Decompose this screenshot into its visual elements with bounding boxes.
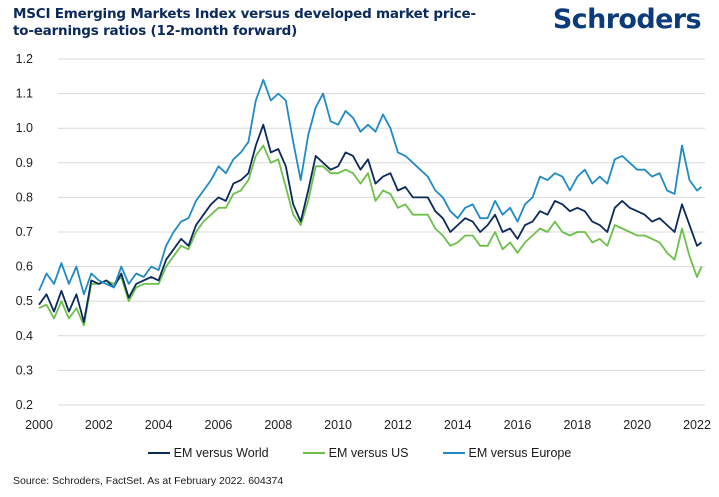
x-tick-label: 2018 — [563, 418, 591, 432]
series-lines — [38, 78, 703, 327]
chart-title: MSCI Emerging Markets Index versus devel… — [13, 6, 476, 39]
legend-label-us: EM versus US — [328, 446, 409, 460]
x-tick-label: 2006 — [205, 418, 233, 432]
y-tick-label: 0.2 — [16, 398, 33, 412]
legend-swatch-europe — [442, 452, 465, 454]
legend-item-em-versus-us: EM versus US — [302, 446, 409, 460]
y-tick-label: 1.0 — [16, 121, 33, 135]
y-tick-label: 1.1 — [16, 87, 33, 101]
x-tick-label: 2010 — [324, 418, 352, 432]
x-tick-label: 2012 — [384, 418, 412, 432]
x-tick-label: 2008 — [264, 418, 292, 432]
series-line-em-versus-europe — [38, 78, 703, 296]
series-line-em-versus-us — [38, 144, 703, 327]
x-tick-label: 2020 — [623, 418, 651, 432]
x-tick-label: 2002 — [85, 418, 113, 432]
legend-item-em-versus-world: EM versus World — [147, 446, 269, 460]
schroders-logo: Schroders — [552, 4, 702, 35]
y-tick-label: 0.9 — [16, 156, 33, 170]
legend-swatch-world — [147, 452, 170, 454]
y-tick-label: 0.4 — [16, 329, 33, 343]
x-tick-label: 2014 — [444, 418, 472, 432]
gridlines — [58, 58, 705, 406]
x-axis-ticks: 2000 2002 2004 2006 2008 2010 2012 2014 2016 2018… — [25, 418, 711, 432]
y-tick-label: 0.6 — [16, 260, 33, 274]
y-tick-label: 0.8 — [16, 190, 33, 204]
x-tick-label: 2016 — [504, 418, 532, 432]
y-tick-label: 0.5 — [16, 294, 33, 308]
series-line-em-versus-world — [38, 123, 703, 323]
legend-label-europe: EM versus Europe — [468, 446, 572, 460]
line-chart: 0.20.30.40.50.60.70.80.91.01.11.2 2000 20… — [16, 52, 711, 432]
y-tick-label: 1.2 — [16, 52, 33, 66]
x-tick-label: 2022 — [683, 418, 711, 432]
y-axis-ticks: 0.2 0.3 0.4 0.5 0.6 0.7 0.8 0.9 1.0 1.1 1.2 — [16, 52, 33, 412]
legend-item-em-versus-europe: EM versus Europe — [442, 446, 572, 460]
legend-label-world: EM versus World — [173, 446, 269, 460]
y-tick-label: 0.3 — [16, 363, 33, 377]
x-tick-label: 2004 — [145, 418, 173, 432]
y-tick-label: 0.7 — [16, 225, 33, 239]
legend-swatch-us — [302, 452, 325, 454]
source-note: Source: Schroders, FactSet. As at Februa… — [13, 475, 284, 487]
legend: EM versus World EM versus US EM versus E… — [0, 446, 719, 460]
x-tick-label: 2000 — [25, 418, 53, 432]
